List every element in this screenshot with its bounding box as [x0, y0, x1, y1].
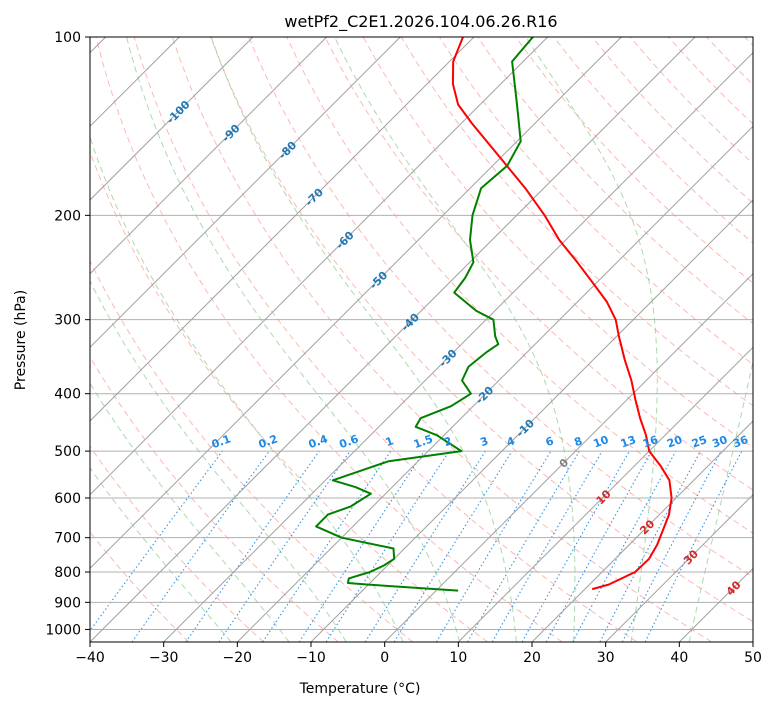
x-tick-label: 0	[380, 650, 389, 666]
x-tick-label: −20	[223, 650, 253, 666]
x-tick-label: 20	[523, 650, 541, 666]
y-tick-label: 900	[54, 595, 81, 611]
y-axis-label: Pressure (hPa)	[13, 290, 29, 390]
y-tick-label: 100	[54, 30, 81, 46]
y-tick-label: 400	[54, 387, 81, 403]
y-tick-label: 300	[54, 313, 81, 329]
y-tick-label: 1000	[45, 622, 81, 638]
x-tick-label: −30	[149, 650, 179, 666]
x-tick-label: 50	[744, 650, 762, 666]
x-tick-label: 40	[670, 650, 688, 666]
chart-title: wetPf2_C2E1.2026.104.06.26.R16	[284, 12, 557, 32]
x-tick-label: 30	[597, 650, 615, 666]
x-tick-label: −40	[75, 650, 105, 666]
x-axis-label: Temperature (°C)	[299, 681, 421, 697]
y-tick-label: 500	[54, 444, 81, 460]
x-tick-label: 10	[449, 650, 467, 666]
x-tick-label: −10	[296, 650, 326, 666]
y-tick-label: 600	[54, 491, 81, 507]
y-tick-label: 700	[54, 531, 81, 547]
y-tick-label: 200	[54, 208, 81, 224]
y-tick-label: 800	[54, 565, 81, 581]
